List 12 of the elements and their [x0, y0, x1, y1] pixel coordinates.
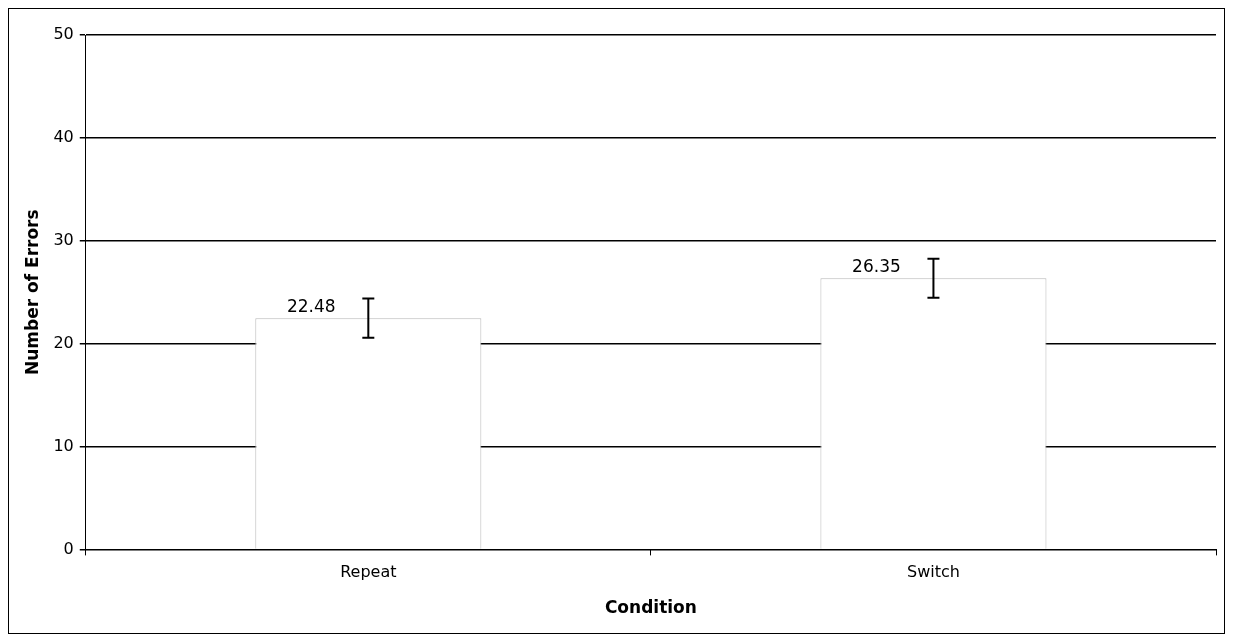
y-tick-label: 30: [53, 229, 74, 249]
x-tick-label: Repeat: [340, 562, 397, 582]
y-tick-label: 50: [53, 24, 74, 44]
y-tick-label: 0: [63, 538, 74, 558]
x-tick-label: Switch: [906, 562, 960, 582]
y-axis-title: Number of Errors: [21, 209, 42, 375]
data-label: 22.48: [286, 296, 336, 317]
y-tick-label: 40: [53, 127, 74, 147]
x-axis-title: Condition: [604, 597, 697, 618]
y-tick-label: 20: [53, 332, 74, 352]
y-tick-label: 10: [53, 435, 74, 455]
data-label: 26.35: [852, 256, 901, 277]
